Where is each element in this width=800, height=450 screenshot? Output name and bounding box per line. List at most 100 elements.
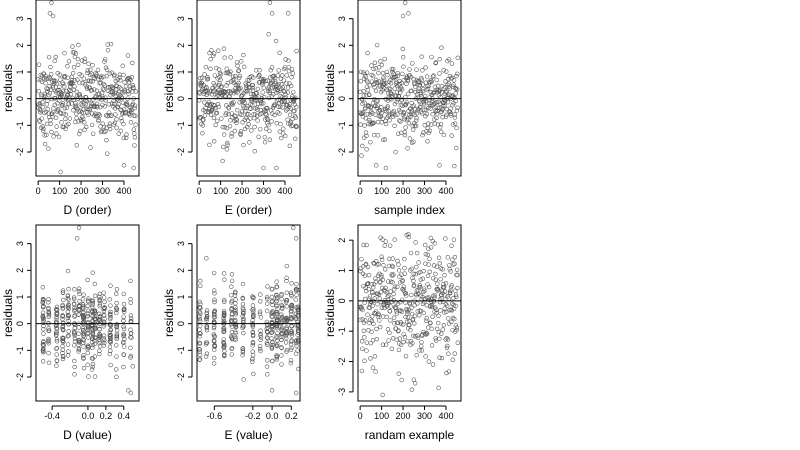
data-point — [72, 84, 77, 89]
data-point — [436, 88, 441, 93]
plot-frame — [35, 224, 140, 402]
data-point — [41, 304, 46, 309]
data-point — [240, 120, 245, 125]
data-point — [372, 60, 378, 66]
data-point — [361, 76, 367, 82]
data-point — [394, 337, 399, 342]
data-point — [380, 116, 385, 121]
data-point — [107, 113, 112, 118]
data-point — [48, 72, 54, 77]
data-point — [411, 103, 417, 108]
data-point — [258, 331, 263, 337]
data-point — [199, 75, 205, 80]
data-point — [288, 361, 294, 366]
data-point — [97, 302, 103, 307]
data-point — [406, 234, 412, 240]
data-point — [256, 134, 261, 140]
data-point — [279, 314, 285, 320]
data-point — [40, 124, 45, 129]
data-point — [46, 320, 51, 326]
data-point — [265, 117, 271, 122]
data-point — [289, 339, 294, 344]
data-point — [219, 84, 224, 89]
data-point — [85, 68, 90, 73]
data-point — [278, 135, 284, 141]
data-point — [276, 104, 281, 109]
data-point — [284, 349, 289, 355]
data-point — [414, 118, 419, 123]
data-point — [117, 75, 122, 80]
data-point — [81, 353, 86, 358]
data-point — [121, 364, 126, 370]
data-point — [72, 364, 77, 370]
data-point — [396, 328, 401, 334]
data-point — [81, 338, 86, 343]
data-point — [280, 73, 285, 78]
y-tick-label: 1 — [337, 268, 347, 273]
data-point — [248, 91, 254, 97]
data-point — [211, 325, 217, 331]
data-point — [66, 322, 71, 327]
data-point — [455, 55, 460, 61]
data-point — [275, 89, 281, 94]
data-point — [358, 268, 363, 274]
x-tick-label: 0.4 — [118, 411, 131, 421]
data-point — [113, 93, 118, 98]
data-point — [228, 118, 233, 123]
data-point — [434, 99, 439, 105]
data-point — [442, 306, 447, 311]
data-point — [233, 336, 238, 341]
data-point — [80, 304, 86, 309]
data-point — [427, 95, 432, 100]
data-point — [400, 46, 405, 52]
data-point — [240, 301, 246, 307]
data-point — [197, 299, 202, 305]
data-point — [107, 123, 112, 129]
data-point — [370, 73, 376, 79]
data-point — [284, 81, 289, 86]
data-point — [56, 134, 62, 140]
data-point — [266, 32, 271, 37]
data-point — [97, 74, 102, 80]
data-point — [407, 67, 412, 72]
data-point — [455, 340, 460, 345]
data-point — [85, 303, 90, 309]
data-point — [409, 292, 414, 298]
data-point — [293, 236, 299, 241]
data-point — [77, 299, 82, 304]
data-point — [114, 287, 120, 292]
data-point — [197, 115, 202, 121]
data-point — [97, 314, 103, 319]
plot-frame — [35, 0, 140, 177]
data-point — [102, 299, 107, 305]
data-point — [292, 108, 297, 114]
data-point — [280, 131, 286, 136]
data-point — [429, 326, 434, 332]
data-point — [90, 364, 95, 370]
data-point — [250, 102, 255, 108]
data-point — [121, 121, 126, 127]
data-point — [436, 255, 442, 261]
data-point — [421, 268, 426, 274]
data-point — [211, 355, 217, 361]
data-point — [365, 264, 371, 270]
plot-frame — [196, 0, 301, 177]
data-point — [361, 93, 367, 98]
data-point — [254, 95, 259, 100]
data-point — [83, 101, 88, 107]
data-point — [294, 343, 299, 348]
data-point — [381, 75, 386, 80]
x-tick-label: 0.2 — [100, 411, 113, 421]
data-point — [40, 100, 45, 105]
data-point — [113, 291, 119, 297]
data-point — [449, 243, 454, 248]
data-point — [386, 85, 392, 91]
data-point — [426, 130, 431, 136]
x-axis-title: E (value) — [224, 428, 272, 442]
data-point — [286, 11, 291, 16]
data-point — [283, 340, 289, 345]
data-point — [440, 106, 445, 111]
data-point — [212, 297, 217, 303]
data-point — [391, 272, 396, 277]
data-point — [65, 75, 70, 80]
